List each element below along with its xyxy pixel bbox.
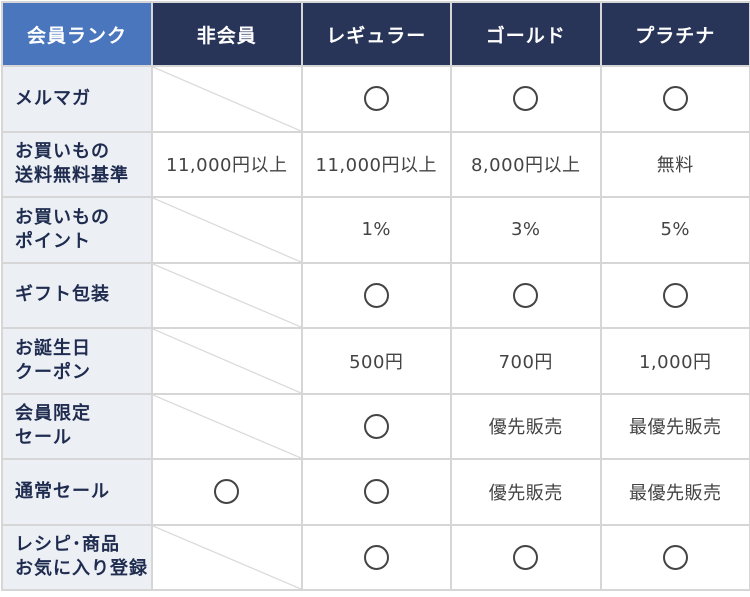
row-label: お買いもの 送料無料基準 — [2, 132, 152, 198]
header-corner-rank: 会員ランク — [2, 2, 152, 66]
row-label: レシピ･商品 お気に入り登録 — [2, 525, 152, 591]
circle-icon — [513, 545, 538, 570]
cell-not-applicable-non-member — [152, 394, 302, 460]
circle-icon — [364, 545, 389, 570]
cell-gold: 8,000円以上 — [451, 132, 601, 198]
table-row: 会員限定 セール 優先販売最優先販売 — [2, 394, 750, 460]
cell-gold: 700円 — [451, 328, 601, 394]
row-label: 通常セール — [2, 459, 152, 525]
circle-icon — [364, 283, 389, 308]
circle-icon — [513, 283, 538, 308]
cell-non-member — [152, 459, 302, 525]
table-row: お買いもの ポイント 1%3%5% — [2, 197, 750, 263]
row-label: メルマガ — [2, 66, 152, 132]
row-label: お誕生日 クーポン — [2, 328, 152, 394]
cell-not-applicable-non-member — [152, 66, 302, 132]
circle-icon — [364, 86, 389, 111]
table-row: メルマガ — [2, 66, 750, 132]
cell-regular — [302, 459, 452, 525]
cell-regular — [302, 263, 452, 329]
cell-gold — [451, 525, 601, 591]
circle-icon — [364, 479, 389, 504]
circle-icon — [364, 414, 389, 439]
cell-platinum — [601, 263, 750, 329]
cell-not-applicable-non-member — [152, 197, 302, 263]
table-row: 通常セール 優先販売最優先販売 — [2, 459, 750, 525]
circle-icon — [663, 545, 688, 570]
cell-gold: 優先販売 — [451, 394, 601, 460]
header-platinum: プラチナ — [601, 2, 750, 66]
cell-platinum: 1,000円 — [601, 328, 750, 394]
header-gold: ゴールド — [451, 2, 601, 66]
cell-not-applicable-non-member — [152, 263, 302, 329]
cell-gold: 3% — [451, 197, 601, 263]
cell-platinum: 5% — [601, 197, 750, 263]
circle-icon — [663, 86, 688, 111]
cell-regular: 1% — [302, 197, 452, 263]
cell-gold — [451, 263, 601, 329]
circle-icon — [214, 479, 239, 504]
row-label: お買いもの ポイント — [2, 197, 152, 263]
cell-regular: 500円 — [302, 328, 452, 394]
circle-icon — [513, 86, 538, 111]
table-row: レシピ･商品 お気に入り登録 — [2, 525, 750, 591]
cell-platinum: 最優先販売 — [601, 459, 750, 525]
cell-platinum: 最優先販売 — [601, 394, 750, 460]
row-label: 会員限定 セール — [2, 394, 152, 460]
cell-platinum: 無料 — [601, 132, 750, 198]
cell-non-member: 11,000円以上 — [152, 132, 302, 198]
circle-icon — [663, 283, 688, 308]
cell-gold — [451, 66, 601, 132]
row-label: ギフト包装 — [2, 263, 152, 329]
cell-not-applicable-non-member — [152, 328, 302, 394]
cell-platinum — [601, 66, 750, 132]
cell-gold: 優先販売 — [451, 459, 601, 525]
cell-platinum — [601, 525, 750, 591]
cell-regular — [302, 525, 452, 591]
header-row: 会員ランク 非会員 レギュラー ゴールド プラチナ — [2, 2, 750, 66]
cell-not-applicable-non-member — [152, 525, 302, 591]
header-regular: レギュラー — [302, 2, 452, 66]
table-row: ギフト包装 — [2, 263, 750, 329]
cell-regular: 11,000円以上 — [302, 132, 452, 198]
cell-regular — [302, 394, 452, 460]
cell-regular — [302, 66, 452, 132]
header-non-member: 非会員 — [152, 2, 302, 66]
